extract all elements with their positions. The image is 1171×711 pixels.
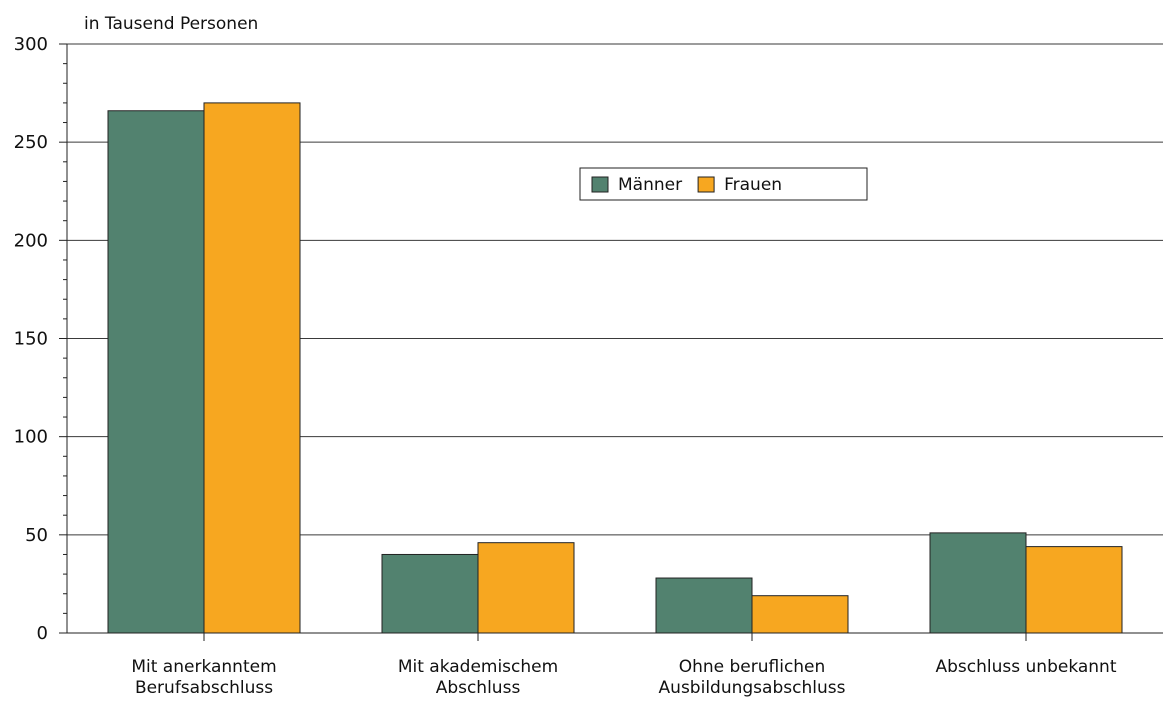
x-category-label-line: Ausbildungsabschluss: [659, 678, 846, 698]
y-tick-label: 0: [37, 623, 48, 644]
y-tick-label: 300: [14, 34, 48, 55]
legend-label-männer: Männer: [618, 175, 682, 195]
y-tick-label: 150: [14, 329, 48, 350]
x-category-label: Mit anerkanntem Berufsabschluss: [131, 657, 276, 698]
legend-label-frauen: Frauen: [724, 175, 782, 195]
axes: 0 50 100 150 200 250 300 Mit anerkanntem Berufsa…: [14, 34, 1163, 698]
legend: Männer Frauen: [579, 167, 868, 201]
bars: [107, 102, 1123, 634]
x-category-label: Ohne beruflichen Ausbildungsabschluss: [659, 657, 846, 698]
bar-frauen-2: [751, 595, 849, 634]
legend-box: [579, 167, 868, 201]
x-category-label: Abschluss unbekannt: [936, 657, 1117, 677]
bar-frauen-3: [1025, 546, 1123, 634]
x-category-label-line: Mit anerkanntem: [131, 657, 276, 677]
x-category-label-line: Ohne beruflichen: [679, 657, 826, 677]
x-category-label-line: Mit akademischem: [398, 657, 558, 677]
bar-männer-2: [655, 577, 753, 634]
bar-männer-1: [381, 553, 479, 634]
y-tick-label: 50: [25, 525, 48, 546]
legend-swatch-männer: [591, 176, 609, 193]
x-category-label-line: Berufsabschluss: [135, 678, 273, 698]
bar-frauen-0: [203, 102, 301, 634]
y-tick-label: 250: [14, 132, 48, 153]
y-axis-unit-label: in Tausend Personen: [84, 14, 258, 34]
x-category-label-line: Abschluss unbekannt: [936, 657, 1117, 677]
y-tick-label: 200: [14, 230, 48, 251]
x-category-label: Mit akademischem Abschluss: [398, 657, 558, 698]
x-category-label-line: Abschluss: [436, 678, 521, 698]
bar-frauen-1: [477, 542, 575, 634]
bar-männer-3: [929, 532, 1027, 634]
legend-swatch-frauen: [697, 176, 715, 193]
y-tick-label: 100: [14, 427, 48, 448]
bar-männer-0: [107, 110, 205, 634]
